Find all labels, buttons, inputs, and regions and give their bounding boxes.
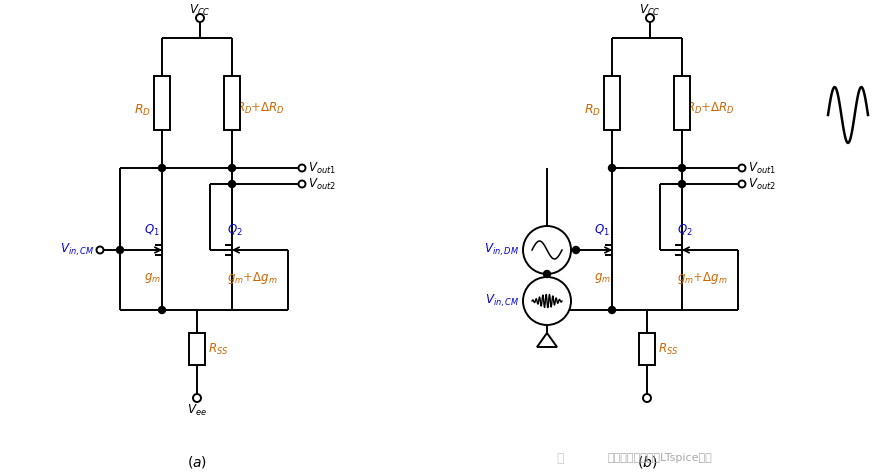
- Text: $Q_2$: $Q_2$: [677, 222, 693, 237]
- Text: $V_{ee}$: $V_{ee}$: [187, 402, 207, 418]
- Text: $V_{out1}$: $V_{out1}$: [308, 161, 336, 175]
- Text: $V_{out1}$: $V_{out1}$: [748, 161, 776, 175]
- Circle shape: [543, 271, 550, 277]
- Text: $V_{out2}$: $V_{out2}$: [308, 176, 336, 191]
- Text: $Q_2$: $Q_2$: [227, 222, 243, 237]
- Circle shape: [646, 14, 654, 22]
- Bar: [639, 333, 655, 365]
- Circle shape: [299, 164, 306, 172]
- Text: $R_D$: $R_D$: [134, 102, 151, 118]
- Circle shape: [196, 14, 204, 22]
- Text: $R_{SS}$: $R_{SS}$: [208, 341, 229, 356]
- Circle shape: [573, 246, 580, 254]
- Circle shape: [159, 307, 166, 313]
- Circle shape: [738, 164, 745, 172]
- Circle shape: [523, 226, 571, 274]
- Bar: [674, 76, 690, 130]
- Text: $V_{CC}$: $V_{CC}$: [639, 2, 661, 18]
- Text: $V_{in, DM}$: $V_{in, DM}$: [484, 242, 519, 258]
- Text: $Q_1$: $Q_1$: [594, 222, 610, 237]
- Text: $R_D$: $R_D$: [584, 102, 601, 118]
- Circle shape: [117, 246, 124, 254]
- Bar: [154, 76, 170, 130]
- Text: $V_{out2}$: $V_{out2}$: [748, 176, 776, 191]
- Text: $g_m$: $g_m$: [594, 271, 611, 285]
- Text: $R_{SS}$: $R_{SS}$: [658, 341, 678, 356]
- Text: $(b)$: $(b)$: [637, 454, 657, 470]
- Text: 放大器参数解析与LTspice仿真: 放大器参数解析与LTspice仿真: [608, 453, 712, 463]
- Text: $g_m$+$\Delta g_m$: $g_m$+$\Delta g_m$: [227, 270, 278, 286]
- Text: $V_{in, CM}$: $V_{in, CM}$: [60, 242, 94, 258]
- Circle shape: [193, 394, 201, 402]
- Text: $V_{in, CM}$: $V_{in, CM}$: [484, 293, 519, 309]
- Text: $R_D$+$\Delta R_D$: $R_D$+$\Delta R_D$: [686, 100, 735, 116]
- Text: $Q_1$: $Q_1$: [144, 222, 159, 237]
- Circle shape: [229, 181, 236, 188]
- Text: $g_m$+$\Delta g_m$: $g_m$+$\Delta g_m$: [677, 270, 728, 286]
- Text: $g_m$: $g_m$: [144, 271, 161, 285]
- Circle shape: [679, 164, 686, 172]
- Circle shape: [523, 277, 571, 325]
- Circle shape: [679, 181, 686, 188]
- Circle shape: [96, 246, 103, 254]
- Text: $R_D$+$\Delta R_D$: $R_D$+$\Delta R_D$: [236, 100, 285, 116]
- Circle shape: [229, 164, 236, 172]
- Polygon shape: [537, 333, 557, 347]
- Circle shape: [609, 307, 616, 313]
- Text: 猫: 猫: [556, 452, 564, 465]
- Text: $(a)$: $(a)$: [187, 454, 207, 470]
- Bar: [224, 76, 240, 130]
- Circle shape: [643, 394, 651, 402]
- Bar: [604, 76, 620, 130]
- Circle shape: [738, 181, 745, 188]
- Text: $V_{CC}$: $V_{CC}$: [189, 2, 211, 18]
- Circle shape: [299, 181, 306, 188]
- Circle shape: [159, 164, 166, 172]
- Bar: [189, 333, 205, 365]
- Circle shape: [609, 164, 616, 172]
